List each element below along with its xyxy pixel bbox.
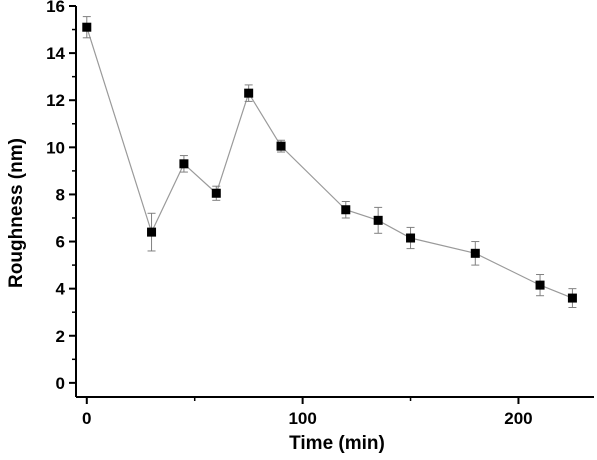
y-tick-label: 0 [56, 374, 65, 393]
x-tick-label: 0 [82, 409, 91, 428]
data-point [82, 22, 92, 32]
data-point [244, 88, 254, 98]
y-tick-label: 14 [46, 44, 65, 63]
y-tick-label: 12 [46, 91, 65, 110]
y-tick-label: 16 [46, 0, 65, 16]
data-point [147, 227, 157, 237]
y-axis-title: Roughness (nm) [6, 138, 27, 288]
x-tick-label: 200 [504, 409, 532, 428]
data-point [276, 141, 286, 151]
data-point [406, 233, 416, 243]
data-point [535, 280, 545, 290]
axes: 0 2 4 6 8 10 12 14 16 0 100 200 [46, 0, 594, 428]
y-tick-label: 8 [56, 185, 65, 204]
data-point [179, 159, 189, 169]
y-tick-label: 2 [56, 327, 65, 346]
x-tick-label: 100 [288, 409, 316, 428]
data-point [470, 248, 480, 258]
data-series [82, 16, 577, 308]
data-point [567, 293, 577, 303]
series-line [86, 27, 573, 299]
data-point [341, 205, 351, 215]
y-tick-label: 6 [56, 233, 65, 252]
y-tick-label: 10 [46, 138, 65, 157]
data-point [373, 215, 383, 225]
data-point [211, 188, 221, 198]
y-tick-label: 4 [56, 280, 66, 299]
x-axis-title: Time (min) [289, 433, 385, 454]
